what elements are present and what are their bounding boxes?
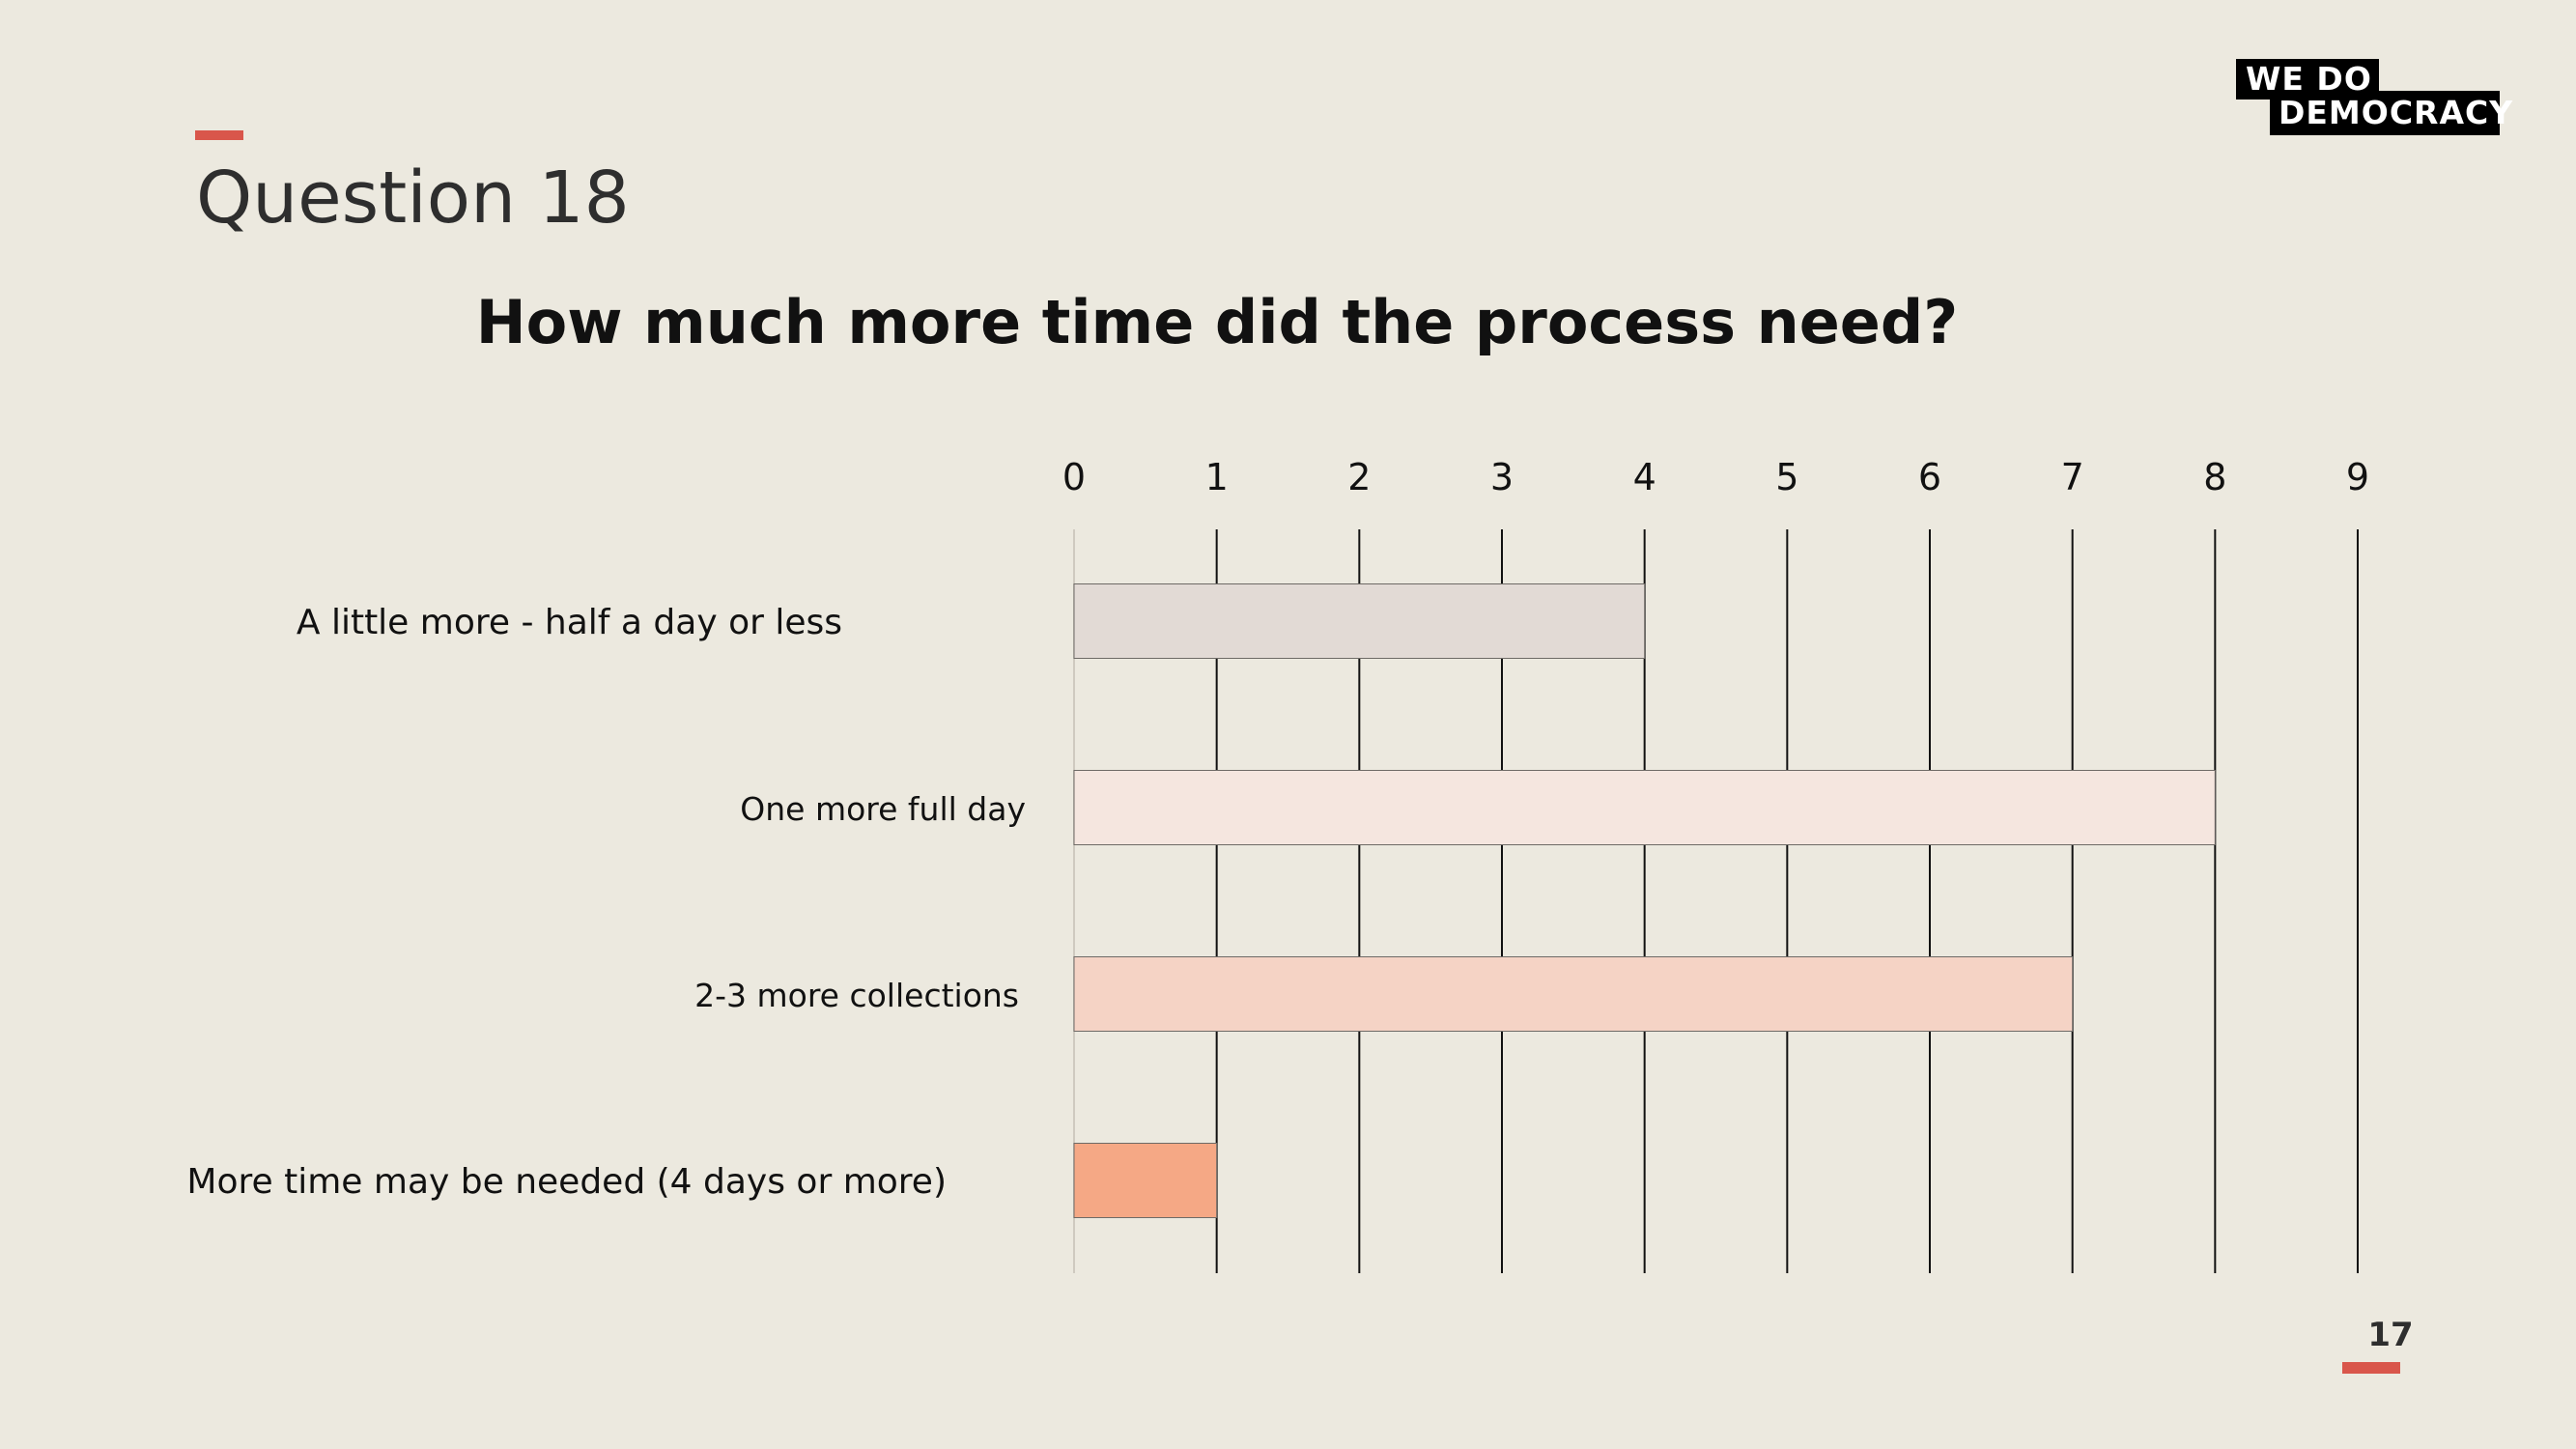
x-tick-label: 4 <box>1633 456 1656 498</box>
category-label: A little more - half a day or less <box>297 603 842 642</box>
bar-4 <box>1073 1143 1218 1218</box>
bar-1 <box>1073 583 1646 659</box>
x-tick-label: 0 <box>1062 456 1086 498</box>
bar-2 <box>1073 770 2216 845</box>
x-tick-label: 1 <box>1205 456 1229 498</box>
x-tick-label: 8 <box>2203 456 2226 498</box>
heading-accent-bar <box>195 130 243 140</box>
x-tick-label: 3 <box>1490 456 1514 498</box>
page-title: Question 18 <box>196 156 630 240</box>
page-number: 17 <box>2367 1316 2414 1354</box>
category-label: 2-3 more collections <box>694 977 1019 1014</box>
category-label: More time may be needed (4 days or more) <box>186 1162 947 1202</box>
category-label: One more full day <box>740 790 1026 828</box>
logo-line-2: DEMOCRACY <box>2270 91 2512 135</box>
chart-title: How much more time did the process need? <box>475 287 1959 357</box>
bar-3 <box>1073 956 2074 1032</box>
x-tick-label: 2 <box>1347 456 1371 498</box>
x-tick-label: 7 <box>2061 456 2084 498</box>
x-tick-label: 6 <box>1918 456 1941 498</box>
x-tick-label: 5 <box>1775 456 1798 498</box>
footer-accent-bar <box>2342 1362 2400 1374</box>
x-tick-label: 9 <box>2346 456 2369 498</box>
